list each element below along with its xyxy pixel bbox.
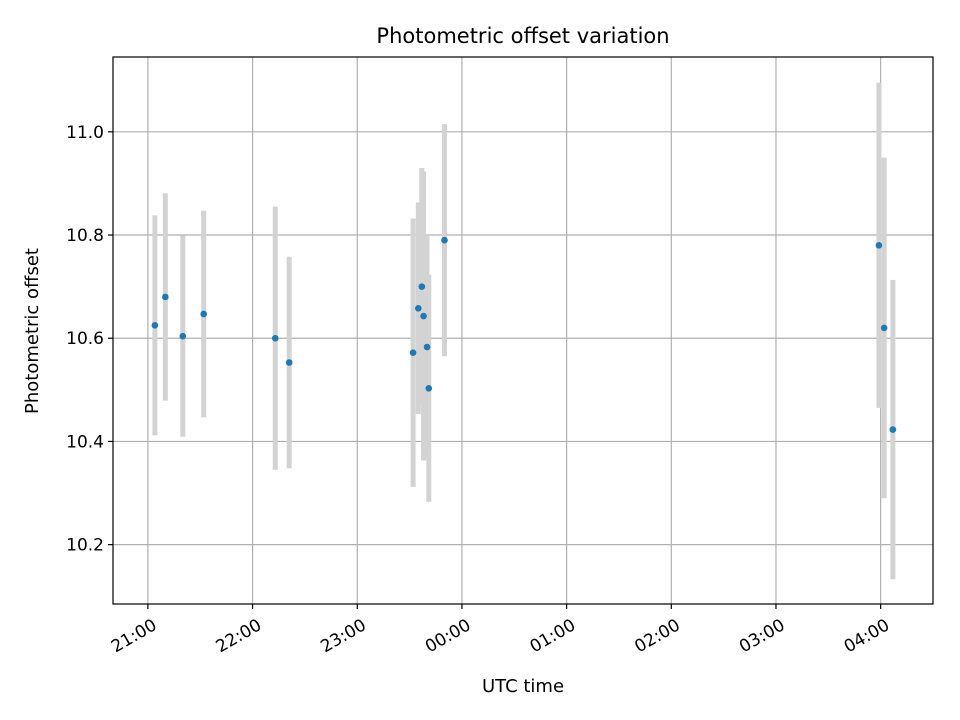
data-point [423, 343, 431, 351]
data-point [285, 359, 293, 366]
data-point [889, 426, 897, 433]
data-point [420, 312, 427, 320]
data-point [162, 293, 169, 301]
y-axis-ticks: 10.2 10.4 10.6 10.8 11.0 [66, 123, 113, 556]
data-points [151, 236, 897, 433]
y-tick-label: 10.6 [66, 329, 104, 349]
y-tick-label: 10.8 [66, 226, 104, 246]
data-point [418, 283, 426, 290]
x-axis-label: UTC time [482, 676, 564, 697]
data-point [151, 322, 159, 329]
plot-frame [112, 56, 934, 605]
data-point [200, 310, 208, 318]
data-point [880, 324, 888, 332]
data-point [875, 242, 883, 249]
y-axis-label: Photometric offset [22, 248, 43, 414]
data-point [179, 332, 187, 340]
data-point [425, 384, 433, 392]
grid-lines [113, 57, 933, 604]
y-tick-label: 10.4 [66, 432, 104, 452]
data-point [271, 334, 279, 342]
y-tick-label: 11.0 [66, 123, 104, 143]
data-point [441, 236, 448, 244]
y-tick-label: 10.2 [66, 536, 104, 556]
chart-title: Photometric offset variation [376, 24, 669, 48]
data-point [415, 305, 422, 312]
data-point [409, 349, 417, 356]
